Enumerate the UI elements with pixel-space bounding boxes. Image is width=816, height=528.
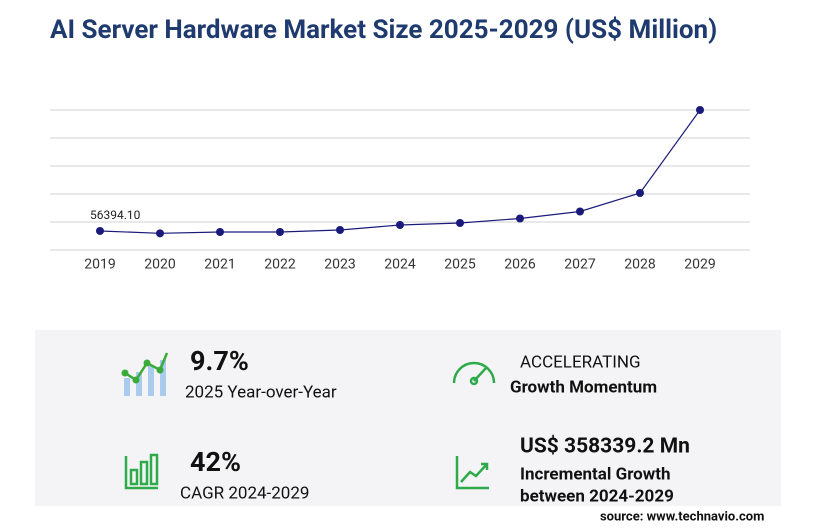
point (336, 225, 344, 234)
stat-value: 9.7% (190, 345, 249, 377)
stat-value: US$ 358339.2 Mn (520, 435, 690, 459)
trend-icon (455, 456, 489, 490)
point (396, 221, 404, 230)
x-tick-label: 2021 (204, 257, 235, 273)
x-tick-label: 2024 (384, 257, 416, 273)
x-tick-label: 2020 (144, 257, 176, 273)
value-label: 56394.10 (90, 208, 141, 222)
x-tick-label: 2019 (84, 257, 115, 273)
point (216, 227, 224, 236)
stat-label: CAGR 2024-2029 (180, 483, 309, 503)
stat-value: 42% (190, 446, 241, 478)
stats-panel (35, 330, 781, 506)
point (96, 226, 104, 235)
stat-value: ACCELERATING (520, 352, 641, 372)
x-tick-label: 2023 (324, 257, 355, 273)
point (276, 227, 284, 236)
point (516, 214, 524, 223)
point (456, 219, 464, 228)
x-tick-label: 2026 (504, 257, 536, 273)
x-tick-label: 2028 (624, 257, 656, 273)
stat-label: 2025 Year-over-Year (185, 382, 337, 402)
plot: 2019 2020 2021 2022 2023 2024 2025 2026 2027 2028… (50, 106, 750, 273)
line (99, 109, 701, 234)
point (576, 207, 584, 216)
stat-label: Incremental Growth (520, 464, 671, 484)
source: source: www.technavio.com (600, 509, 764, 524)
stat-label: between 2024-2029 (520, 486, 674, 506)
growth-icon (121, 352, 169, 396)
point (636, 188, 644, 197)
x-tick-label: 2022 (264, 257, 296, 273)
point (696, 106, 704, 114)
x-tick-label: 2025 (444, 257, 476, 273)
x-tick-label: 2027 (564, 257, 596, 273)
gauge-icon (452, 361, 496, 386)
chart-title: AI Server Hardware Market Size 2025-2029… (50, 15, 717, 45)
point (156, 229, 164, 238)
bars-icon (124, 453, 159, 490)
stat-label: Growth Momentum (510, 377, 657, 397)
x-tick-label: 2029 (684, 257, 715, 273)
